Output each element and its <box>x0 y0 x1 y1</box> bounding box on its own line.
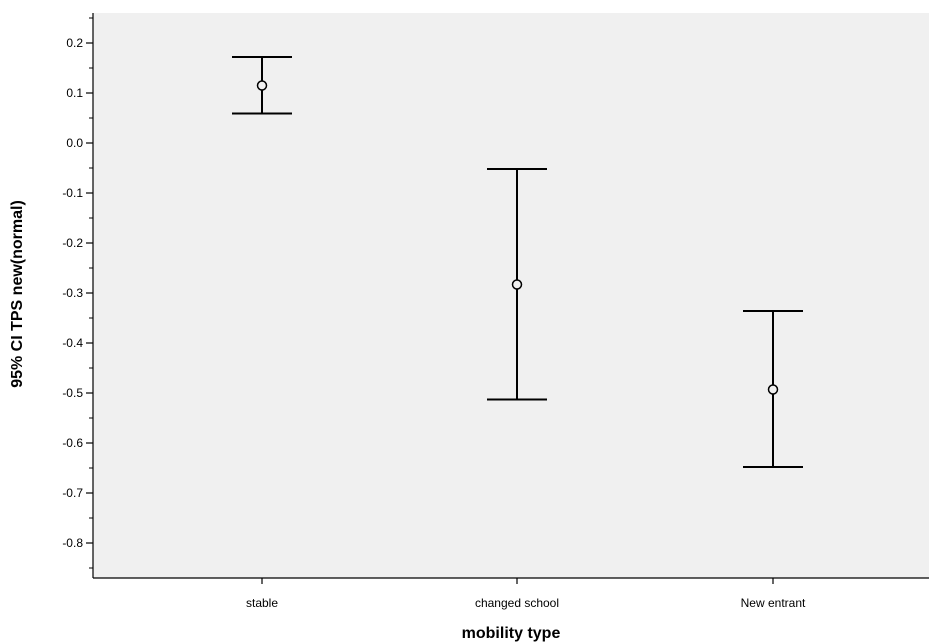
y-axis-title: 95% CI TPS new(normal) <box>9 200 26 388</box>
x-axis-title: mobility type <box>462 625 561 642</box>
mean-marker <box>767 384 779 395</box>
x-tick-label: stable <box>246 596 278 610</box>
x-tick-label: changed school <box>475 596 559 610</box>
y-tick-label: -0.7 <box>62 486 83 500</box>
mean-marker <box>511 279 523 290</box>
y-tick-label: -0.6 <box>62 436 83 450</box>
x-axis-ticks: stable changed school New entrant <box>246 578 806 610</box>
error-bar-stable <box>232 56 292 115</box>
y-tick-label: 0.2 <box>66 36 83 50</box>
x-tick-label: New entrant <box>741 596 806 610</box>
error-bar-new-entrant <box>743 310 803 468</box>
y-tick-label: -0.8 <box>62 536 83 550</box>
error-bars <box>232 56 803 468</box>
y-axis-ticks: 0.2 0.1 0.0 -0.1 -0.2 -0.3 -0.4 -0.5 -0.6 -0.7 -0.… <box>62 17 93 569</box>
y-tick-label: -0.4 <box>62 336 83 350</box>
y-tick-label: -0.1 <box>62 186 83 200</box>
y-tick-label: -0.3 <box>62 286 83 300</box>
y-tick-label: 0.1 <box>66 86 83 100</box>
y-tick-label: -0.2 <box>62 236 83 250</box>
y-tick-label: 0.0 <box>66 136 83 150</box>
plot-area <box>93 13 929 578</box>
y-tick-label: -0.5 <box>62 386 83 400</box>
mean-marker <box>256 80 268 91</box>
error-bar-changed-school <box>487 168 547 401</box>
